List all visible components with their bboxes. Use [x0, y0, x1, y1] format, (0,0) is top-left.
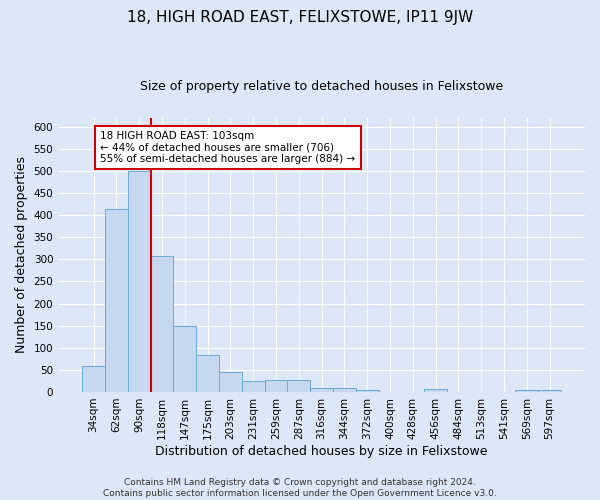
Bar	[151, 256, 173, 392]
Text: 18, HIGH ROAD EAST, FELIXSTOWE, IP11 9JW: 18, HIGH ROAD EAST, FELIXSTOWE, IP11 9JW	[127, 10, 473, 25]
Bar	[196, 355, 219, 392]
Bar	[538, 390, 561, 392]
Bar	[242, 381, 265, 392]
Bar	[287, 380, 310, 392]
Text: Contains HM Land Registry data © Crown copyright and database right 2024.
Contai: Contains HM Land Registry data © Crown c…	[103, 478, 497, 498]
Bar	[265, 380, 287, 392]
Y-axis label: Number of detached properties: Number of detached properties	[15, 156, 28, 354]
Bar	[128, 171, 151, 392]
Bar	[105, 210, 128, 392]
Bar	[515, 390, 538, 392]
Bar	[219, 372, 242, 392]
Title: Size of property relative to detached houses in Felixstowe: Size of property relative to detached ho…	[140, 80, 503, 93]
Text: 18 HIGH ROAD EAST: 103sqm
← 44% of detached houses are smaller (706)
55% of semi: 18 HIGH ROAD EAST: 103sqm ← 44% of detac…	[100, 131, 355, 164]
Bar	[310, 388, 333, 392]
Bar	[356, 390, 379, 392]
X-axis label: Distribution of detached houses by size in Felixstowe: Distribution of detached houses by size …	[155, 444, 488, 458]
Bar	[424, 390, 447, 392]
Bar	[173, 326, 196, 392]
Bar	[82, 366, 105, 392]
Bar	[333, 388, 356, 392]
